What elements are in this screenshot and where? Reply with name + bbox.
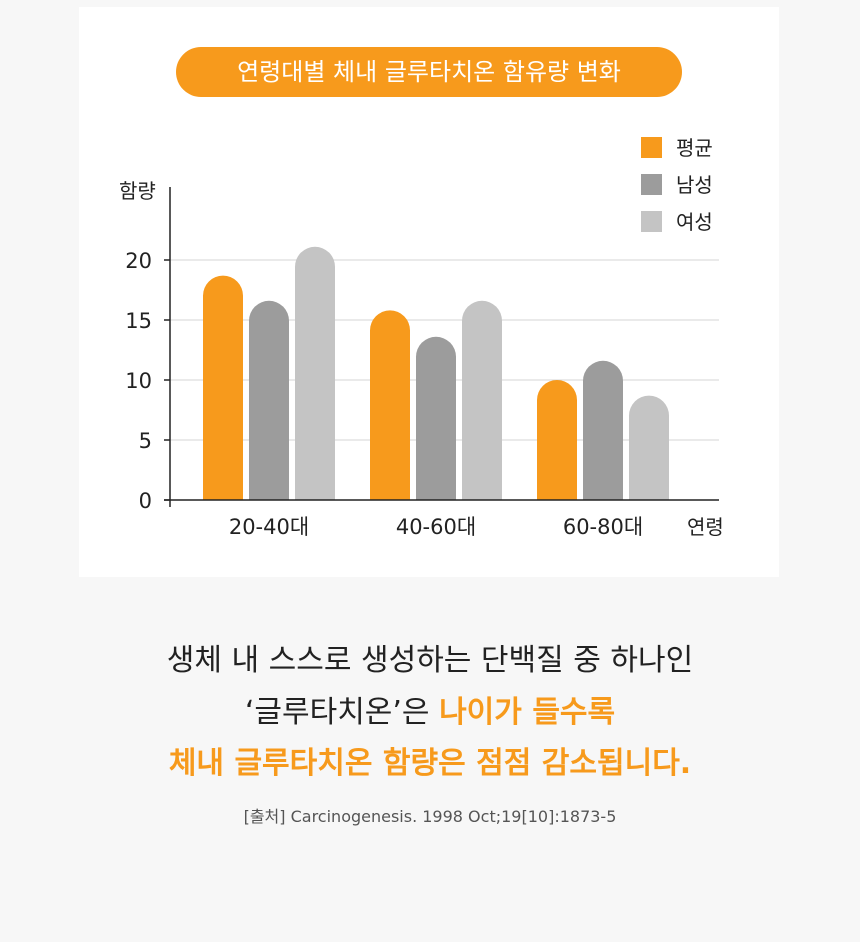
- chart-card: 연령대별 체내 글루타치온 함유량 변화 0 5 10 15 20 20-40대 40-60…: [79, 7, 779, 577]
- legend-swatch: [641, 174, 662, 195]
- bar: [249, 300, 289, 500]
- y-tick-label: 0: [139, 489, 152, 513]
- caption-line-1: 생체 내 스스로 생성하는 단백질 중 하나인: [166, 643, 694, 678]
- bar: [462, 300, 502, 500]
- legend-label: 남성: [676, 173, 713, 197]
- caption-line-2-highlight: 나이가 들수록: [439, 695, 616, 730]
- legend-swatch: [641, 137, 662, 158]
- bar: [537, 380, 577, 500]
- bar: [629, 395, 669, 500]
- legend-label: 여성: [676, 210, 713, 234]
- source-citation: [출처] Carcinogenesis. 1998 Oct;19[10]:187…: [243, 807, 617, 826]
- bar: [370, 310, 410, 500]
- y-axis-label: 함량: [119, 179, 156, 203]
- bar: [295, 246, 335, 500]
- x-tick-label: 60-80대: [563, 515, 643, 539]
- y-tick-label: 5: [139, 429, 152, 453]
- y-tick-label: 10: [125, 369, 152, 393]
- x-tick-label: 40-60대: [396, 515, 476, 539]
- caption-line-2-prefix: ‘글루타치온’은: [244, 695, 440, 730]
- chart-title: 연령대별 체내 글루타치온 함유량 변화: [176, 47, 682, 97]
- x-tick-label: 20-40대: [229, 515, 309, 539]
- bar: [583, 360, 623, 500]
- caption-line-2: ‘글루타치온’은 나이가 들수록: [0, 687, 860, 731]
- bar: [203, 275, 243, 500]
- caption-line-3: 체내 글루타치온 함량은 점점 감소됩니다.: [168, 746, 692, 781]
- y-tick-label: 15: [125, 309, 152, 333]
- legend-label: 평균: [676, 136, 713, 160]
- legend-swatch: [641, 211, 662, 232]
- bar: [416, 336, 456, 500]
- y-tick-label: 20: [125, 249, 152, 273]
- x-axis-label: 연령: [687, 515, 724, 539]
